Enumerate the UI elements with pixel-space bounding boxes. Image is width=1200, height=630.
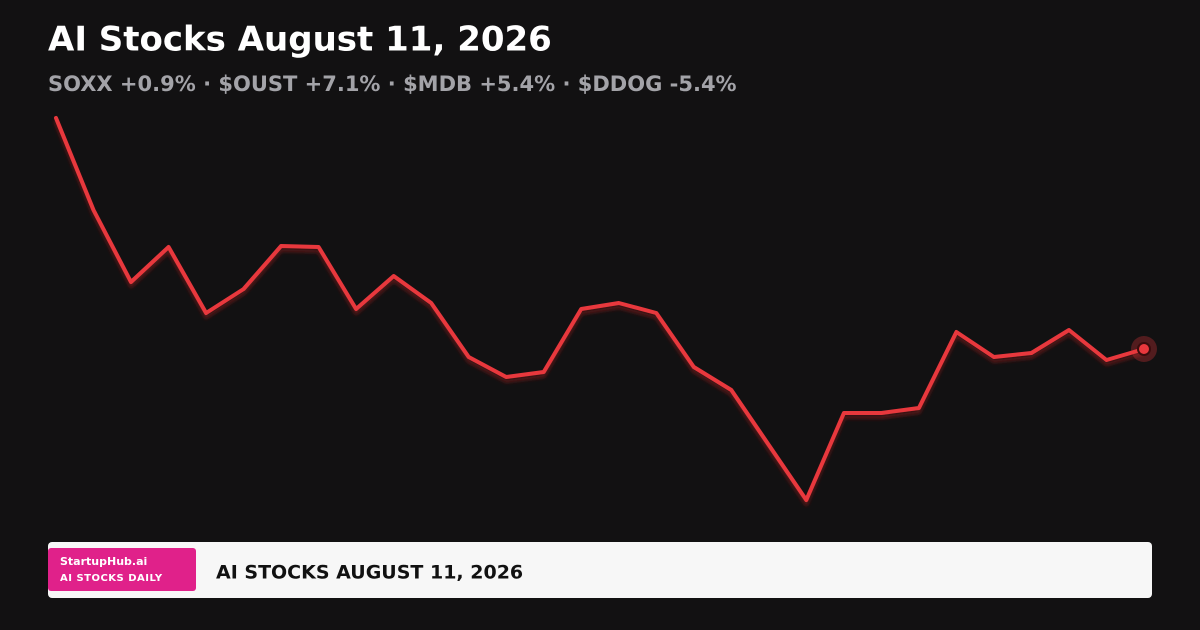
chart-subtitle: SOXX +0.9% · $OUST +7.1% · $MDB +5.4% · … — [48, 72, 737, 96]
footer-headline: AI STOCKS AUGUST 11, 2026 — [216, 562, 523, 584]
chart-title: AI Stocks August 11, 2026 — [48, 20, 552, 60]
price-line — [54, 116, 1146, 502]
brand-badge — [48, 548, 196, 591]
last-point — [1137, 342, 1151, 356]
plot — [54, 116, 1157, 502]
tagline: AI STOCKS DAILY — [60, 573, 163, 584]
brand: StartupHub.ai — [60, 555, 147, 568]
footer-banner — [48, 542, 1152, 598]
